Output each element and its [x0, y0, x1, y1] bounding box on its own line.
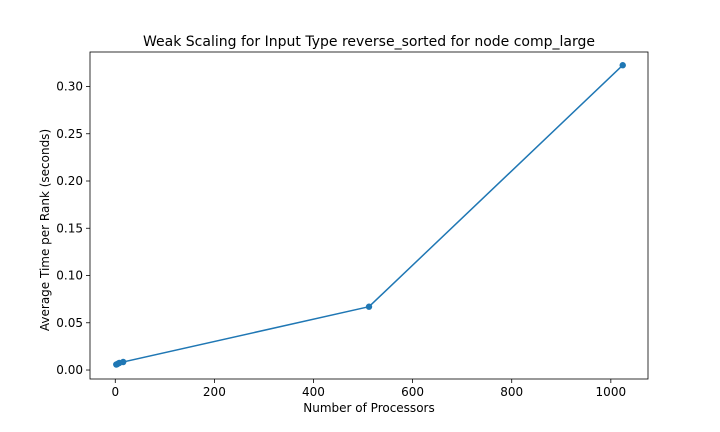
x-tick-label: 1000: [596, 385, 627, 399]
data-point: [365, 303, 373, 310]
y-tick-label: 0.10: [56, 269, 83, 283]
plot-frame: [89, 51, 649, 380]
x-tick-label: 400: [302, 385, 325, 399]
x-tick-label: 0: [111, 385, 119, 399]
y-tick-label: 0.30: [56, 79, 83, 93]
series-line: [115, 64, 624, 366]
y-tick-label: 0.00: [56, 363, 83, 377]
y-axis-title: Average Time per Rank (seconds): [38, 129, 52, 331]
y-tick-label: 0.15: [56, 221, 83, 235]
data-point: [619, 62, 626, 69]
chart-title: Weak Scaling for Input Type reverse_sort…: [143, 34, 595, 50]
y-tick-label: 0.05: [56, 316, 83, 330]
x-tick-label: 600: [401, 385, 424, 399]
plot-area: 0 200 400 600 800 1000 0.00 0.05 0.10 0.15 0.20 0.2…: [56, 51, 649, 399]
y-tick-label: 0.20: [56, 174, 83, 188]
y-tick-label: 0.25: [56, 127, 83, 141]
x-tick-label: 200: [203, 385, 226, 399]
x-axis-title: Number of Processors: [303, 401, 434, 415]
data-point: [120, 358, 127, 366]
x-tick-label: 800: [500, 385, 523, 399]
